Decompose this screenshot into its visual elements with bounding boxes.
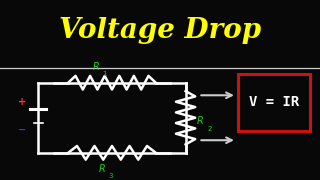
- Text: +: +: [18, 97, 27, 107]
- Text: R: R: [196, 116, 204, 126]
- Text: 2: 2: [207, 125, 212, 132]
- Text: Voltage Drop: Voltage Drop: [59, 17, 261, 44]
- Bar: [238, 74, 310, 131]
- Text: −: −: [18, 125, 27, 135]
- Text: 1: 1: [102, 71, 106, 77]
- Text: 3: 3: [108, 173, 113, 179]
- Text: V = IR: V = IR: [249, 95, 300, 109]
- Text: R: R: [99, 164, 106, 174]
- Text: R: R: [92, 62, 100, 71]
